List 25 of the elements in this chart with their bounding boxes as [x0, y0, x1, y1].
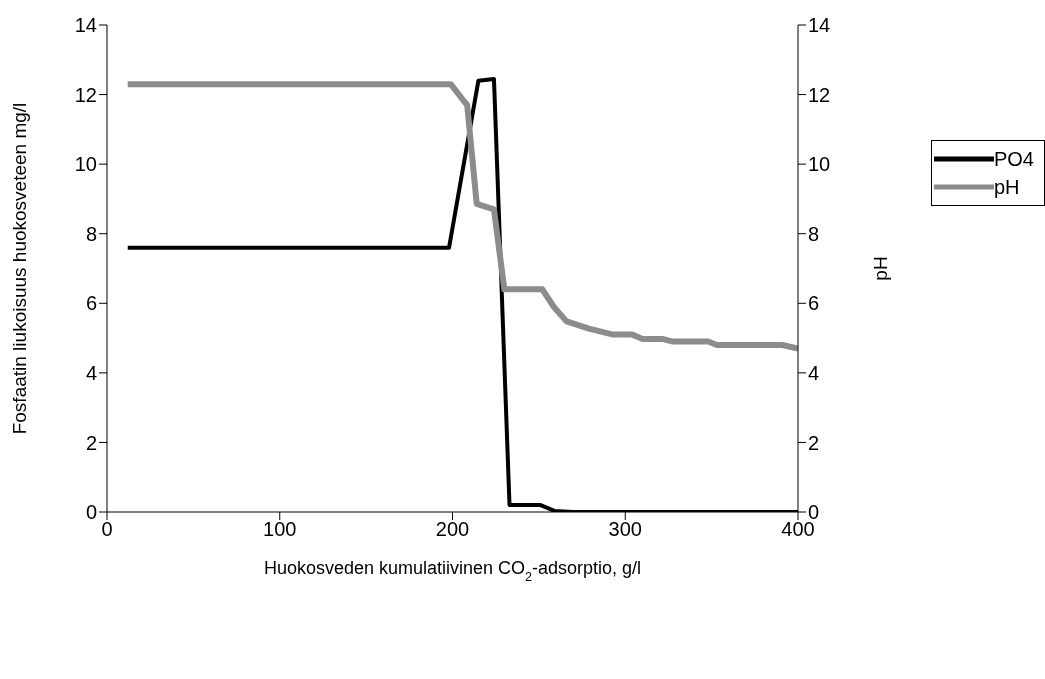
- y2-tick-label: 4: [808, 361, 820, 384]
- y-tick-label: 14: [74, 14, 97, 37]
- y2-tick-label: 12: [808, 83, 831, 106]
- y2-tick-label: 8: [808, 222, 820, 245]
- y2-tick-label: 14: [808, 14, 831, 37]
- y-tick-label: 10: [74, 153, 97, 176]
- y2-tick-label: 6: [808, 292, 820, 315]
- y-tick-label: 12: [74, 83, 97, 106]
- legend-label: PO4: [993, 147, 1034, 171]
- legend-label: pH: [993, 175, 1020, 199]
- x-axis-title: Huokosveden kumulatiivinen CO$_{2}$-adsorptio, g/l: [263, 558, 642, 584]
- y-axis-title: Fosfaatin liukoisuus huokosveteen mg/l: [8, 102, 30, 435]
- x-tick-label: 0: [101, 518, 113, 541]
- x-tick-label: 100: [263, 518, 297, 541]
- y-tick-label: 6: [85, 292, 97, 315]
- y2-tick-label: 2: [808, 431, 820, 454]
- y2-axis-title: pH: [869, 256, 891, 281]
- y-tick-label: 8: [85, 222, 97, 245]
- x-tick-label: 400: [781, 518, 815, 541]
- x-tick-label: 300: [608, 518, 642, 541]
- y-tick-label: 0: [85, 501, 97, 524]
- y-tick-label: 4: [85, 361, 97, 384]
- x-tick-label: 200: [435, 518, 470, 541]
- y2-tick-label: 10: [808, 153, 831, 176]
- y-tick-label: 2: [85, 431, 97, 454]
